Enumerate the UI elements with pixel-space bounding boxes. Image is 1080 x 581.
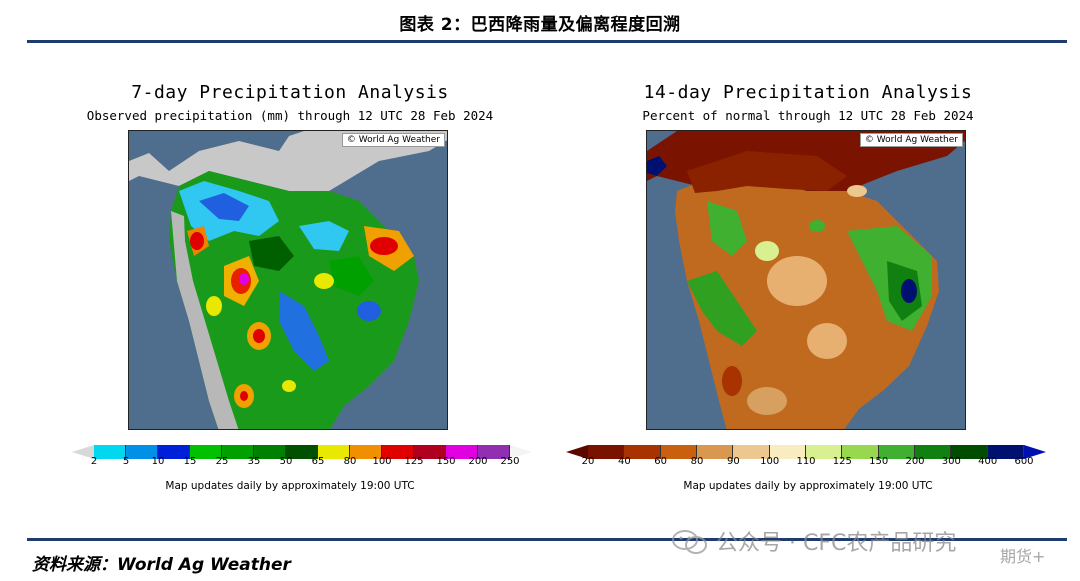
left-map-credit: © World Ag Weather	[341, 133, 445, 147]
colorbar-segment	[126, 445, 158, 459]
watermark-sub: 期货+	[1000, 547, 1046, 566]
colorbar-tick-label: 600	[1014, 456, 1034, 467]
colorbar-arrow-left	[72, 445, 94, 459]
colorbar-tick-label: 60	[654, 456, 668, 467]
colorbar-segment	[286, 445, 318, 459]
colorbar-segment	[94, 445, 126, 459]
right-map-credit: © World Ag Weather	[859, 133, 963, 147]
colorbar-tick-label: 100	[372, 456, 392, 467]
colorbar-tick-label: 20	[581, 456, 595, 467]
right-panel-title: 14-day Precipitation Analysis	[643, 82, 973, 103]
figure-title: 图表 2：巴西降雨量及偏离程度回溯	[399, 15, 681, 35]
colorbar-tick-label: 65	[311, 456, 325, 467]
colorbar-tick-label: 125	[404, 456, 424, 467]
colorbar-segment	[697, 445, 734, 459]
colorbar-segment	[842, 445, 879, 459]
colorbar-segment	[318, 445, 350, 459]
left-precip-map: © World Ag Weather	[128, 130, 448, 430]
left-update-note: Map updates daily by approximately 19:00…	[165, 480, 415, 492]
colorbar-arrow-right	[1024, 445, 1046, 459]
right-map-image	[647, 131, 965, 429]
colorbar-segment	[769, 445, 806, 459]
colorbar-arrow-left	[566, 445, 588, 459]
colorbar-tick-label: 15	[183, 456, 197, 467]
colorbar-segment	[382, 445, 414, 459]
colorbar-tick-label: 10	[151, 456, 165, 467]
right-panel-subtitle: Percent of normal through 12 UTC 28 Feb …	[642, 108, 974, 123]
right-percent-map: © World Ag Weather	[646, 130, 966, 430]
colorbar-segment	[414, 445, 446, 459]
colorbar-segment	[733, 445, 770, 459]
colorbar-segment	[987, 445, 1024, 459]
colorbar-tick-label: 25	[215, 456, 229, 467]
colorbar-segment	[190, 445, 222, 459]
right-update-note: Map updates daily by approximately 19:00…	[683, 480, 933, 492]
colorbar-tick-label: 80	[343, 456, 357, 467]
left-colorbar	[72, 445, 532, 459]
colorbar-segment	[588, 445, 625, 459]
colorbar-segment	[915, 445, 952, 459]
colorbar-segment	[660, 445, 697, 459]
bottom-divider	[27, 538, 1067, 541]
colorbar-tick-label: 35	[247, 456, 261, 467]
colorbar-tick-label: 40	[617, 456, 631, 467]
top-divider	[27, 40, 1067, 43]
watermark: 公众号 · CFC农产品研究 期货+	[672, 521, 1072, 581]
right-colorbar	[566, 445, 1046, 459]
colorbar-tick-label: 400	[978, 456, 998, 467]
colorbar-tick-label: 110	[796, 456, 816, 467]
left-map-image	[129, 131, 447, 429]
source-label: 资料来源：World Ag Weather	[32, 555, 291, 575]
wechat-icon	[672, 530, 707, 554]
colorbar-segment	[878, 445, 915, 459]
colorbar-segment	[350, 445, 382, 459]
colorbar-tick-label: 300	[941, 456, 961, 467]
colorbar-segment	[478, 445, 510, 459]
colorbar-tick-label: 125	[832, 456, 852, 467]
colorbar-tick-label: 250	[500, 456, 520, 467]
colorbar-segment	[624, 445, 661, 459]
colorbar-segment	[951, 445, 988, 459]
colorbar-segment	[254, 445, 286, 459]
colorbar-arrow-right	[510, 445, 532, 459]
colorbar-tick-label: 200	[905, 456, 925, 467]
colorbar-segment	[222, 445, 254, 459]
left-panel: 7-day Precipitation Analysis Observed pr…	[30, 78, 550, 498]
right-panel: 14-day Precipitation Analysis Percent of…	[548, 78, 1068, 498]
left-panel-subtitle: Observed precipitation (mm) through 12 U…	[86, 108, 494, 123]
colorbar-tick-label: 5	[122, 456, 130, 467]
colorbar-tick-label: 200	[468, 456, 488, 467]
colorbar-tick-label: 80	[690, 456, 704, 467]
colorbar-tick-label: 50	[279, 456, 293, 467]
colorbar-tick-label: 2	[90, 456, 98, 467]
watermark-text: 公众号 · CFC农产品研究	[716, 531, 957, 556]
colorbar-tick-label: 90	[726, 456, 740, 467]
colorbar-segment	[158, 445, 190, 459]
colorbar-segment	[806, 445, 843, 459]
left-panel-title: 7-day Precipitation Analysis	[131, 82, 449, 103]
colorbar-tick-label: 150	[436, 456, 456, 467]
colorbar-segment	[446, 445, 478, 459]
colorbar-tick-label: 100	[760, 456, 780, 467]
colorbar-tick-label: 150	[869, 456, 889, 467]
